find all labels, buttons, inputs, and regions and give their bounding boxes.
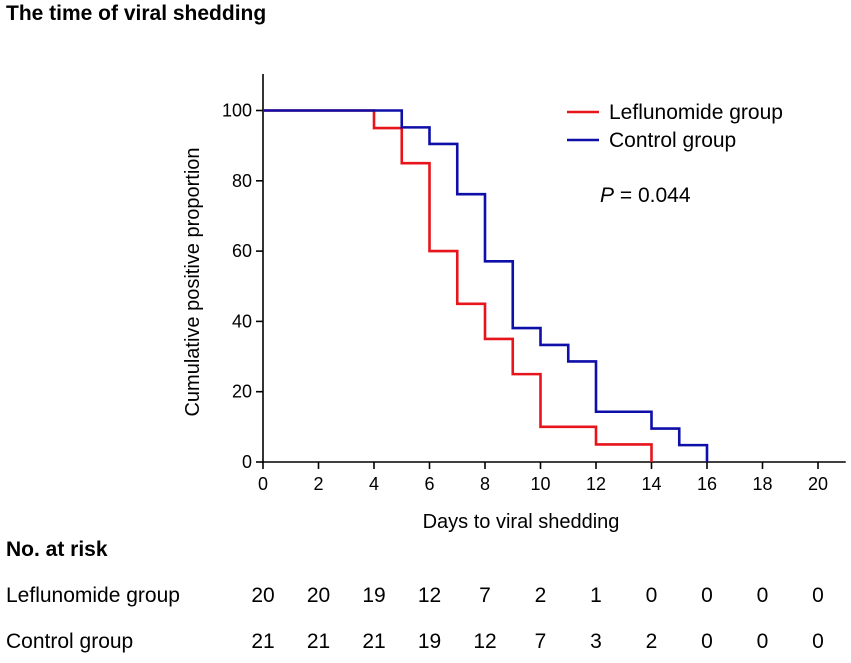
series-line-control (263, 109, 709, 462)
risk-row-label: Control group (6, 630, 134, 653)
y-tick-label: 60 (232, 241, 252, 261)
x-tick-label: 0 (258, 474, 268, 494)
x-tick-label: 6 (424, 474, 434, 494)
risk-cell: 2 (645, 630, 658, 653)
risk-cell: 7 (534, 630, 547, 653)
risk-cell: 0 (701, 630, 713, 653)
risk-cell: 0 (645, 584, 658, 607)
risk-cell: 12 (417, 584, 442, 607)
x-tick-label: 12 (586, 474, 606, 494)
risk-cell: 3 (590, 630, 602, 653)
risk-cell: 12 (473, 630, 497, 653)
x-tick-label: 16 (697, 474, 717, 494)
risk-cell: 19 (417, 630, 442, 653)
risk-cell: 20 (251, 584, 275, 607)
x-tick-label: 8 (480, 474, 490, 494)
risk-cell: 21 (251, 630, 275, 653)
risk-cell: 2 (534, 584, 547, 607)
legend-label: Control group (609, 129, 736, 152)
risk-table-heading: No. at risk (6, 538, 108, 561)
y-tick-label: 0 (242, 452, 252, 472)
x-tick-label: 4 (369, 474, 379, 494)
x-tick-label: 18 (752, 474, 772, 494)
risk-cell: 0 (812, 584, 824, 607)
x-axis-label: Days to viral shedding (423, 511, 620, 533)
risk-cell: 20 (306, 584, 331, 607)
risk-cell: 21 (362, 630, 386, 653)
risk-cell: 21 (306, 630, 331, 653)
legend-label: Leflunomide group (609, 101, 783, 124)
x-tick-label: 14 (641, 474, 661, 494)
risk-cell: 0 (756, 630, 769, 653)
x-tick-label: 20 (808, 474, 828, 494)
risk-cell: 7 (479, 584, 491, 607)
p-value-annotation: P = 0.044 (600, 184, 691, 207)
x-tick-label: 2 (313, 474, 323, 494)
chart-title: The time of viral shedding (6, 2, 267, 25)
y-axis-label: Cumulative positive proportion (182, 147, 204, 416)
km-chart: 0 20 40 60 80 100 0 2 4 6 8 10 12 14 16 18 20 Days to vir… (182, 74, 846, 533)
y-tick-label: 80 (232, 171, 252, 191)
y-tick-label: 100 (222, 101, 252, 121)
risk-row-label: Leflunomide group (6, 584, 180, 607)
risk-cell: 0 (812, 630, 824, 653)
risk-cell: 0 (701, 584, 713, 607)
risk-cell: 1 (590, 584, 602, 607)
risk-cell: 19 (362, 584, 386, 607)
risk-cell: 0 (756, 584, 769, 607)
y-tick-label: 20 (232, 382, 252, 402)
y-tick-label: 40 (232, 311, 252, 331)
x-tick-label: 10 (530, 474, 550, 494)
